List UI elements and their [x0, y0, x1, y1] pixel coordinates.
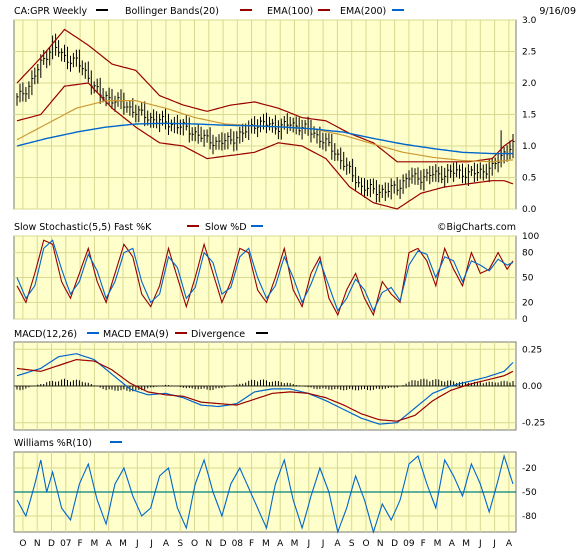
legend-williams-label: Williams %R(10) — [14, 438, 92, 449]
x-month-label: J — [492, 539, 496, 549]
x-month-label: D — [48, 539, 55, 549]
williams-ytick-label: -50 — [522, 488, 537, 498]
x-month-label: J — [306, 539, 310, 549]
price-ytick-label: 2.0 — [522, 79, 537, 89]
x-month-label: J — [478, 539, 482, 549]
x-month-label: S — [349, 539, 355, 549]
x-month-label: A — [506, 539, 513, 549]
x-month-label: A — [163, 539, 170, 549]
x-month-label: M — [434, 539, 442, 549]
legend-stoch-fast-swatch — [187, 225, 199, 227]
legend-macd-ema-swatch — [175, 332, 187, 334]
legend-stoch-fast-label: Slow Stochastic(5,5) Fast %K — [14, 222, 152, 233]
x-month-label: M — [119, 539, 127, 549]
stoch-slow-d-line — [16, 239, 514, 313]
legend-williams-swatch — [110, 441, 122, 443]
price-ytick-label: 1.5 — [522, 111, 536, 121]
williams-ytick-label: -80 — [522, 512, 537, 522]
x-month-label: A — [106, 539, 113, 549]
stochastic-ytick-label: 0 — [522, 315, 528, 325]
x-month-label: A — [449, 539, 456, 549]
axis-layer: O N D 07 F M A M J J A S O N D 08 F M A M J J A S O N D 09 F M A M J J A3.… — [19, 16, 545, 549]
macd-ytick-label: -0.25 — [522, 419, 545, 429]
stochastic-header: Slow Stochastic(5,5) Fast %K Slow %D ©Bi… — [14, 222, 516, 233]
price-ytick-label: 3.0 — [522, 16, 537, 26]
williams-line — [16, 454, 514, 534]
bollinger-lower-line — [16, 82, 514, 210]
x-month-label: O — [19, 539, 26, 549]
ema200-line — [16, 122, 513, 155]
x-month-label: 09 — [403, 539, 415, 549]
stochastic-ytick-label: 50 — [522, 274, 534, 284]
price-legend-swatch — [96, 9, 108, 11]
legend-divergence-label: Divergence — [191, 329, 245, 340]
legend-stoch-slow-swatch — [251, 225, 263, 227]
legend-macd-ema-label: MACD EMA(9) — [103, 329, 169, 340]
x-month-label: 07 — [60, 539, 71, 549]
watermark: ©BigCharts.com — [437, 222, 516, 233]
x-month-label: A — [277, 539, 284, 549]
price-header: CA:GPR Weekly Bollinger Bands(20) EMA(10… — [14, 6, 576, 17]
legend-ema200-label: EMA(200) — [340, 6, 386, 17]
price-ytick-label: 2.5 — [522, 48, 536, 58]
macd-ytick-label: 0.00 — [522, 382, 542, 392]
chart-date: 9/16/09 — [539, 6, 576, 17]
price-ytick-label: 1.0 — [522, 142, 537, 152]
x-month-label: F — [249, 539, 254, 549]
stochastic-ytick-label: 20 — [522, 298, 534, 308]
x-month-label: F — [78, 539, 83, 549]
legend-macd-label: MACD(12,26) — [14, 329, 77, 340]
x-month-label: J — [321, 539, 325, 549]
macd-ema-line — [16, 358, 514, 422]
legend-ema100-swatch — [318, 9, 330, 11]
macd-header: MACD(12,26) MACD EMA(9) Divergence — [14, 329, 268, 340]
x-month-label: J — [149, 539, 153, 549]
x-month-label: M — [91, 539, 99, 549]
legend-stoch-slow-label: Slow %D — [205, 222, 247, 233]
x-month-label: J — [135, 539, 139, 549]
legend-bollinger-label: Bollinger Bands(20) — [125, 6, 219, 17]
x-month-label: N — [377, 539, 384, 549]
price-ytick-label: 0.0 — [522, 205, 537, 215]
legend-ema200-swatch — [392, 9, 404, 11]
x-month-label: D — [220, 539, 227, 549]
williams-ytick-label: -20 — [522, 464, 537, 474]
x-month-label: F — [421, 539, 426, 549]
price-title: CA:GPR Weekly — [14, 6, 88, 17]
x-month-label: M — [462, 539, 470, 549]
legend-bollinger-swatch — [240, 9, 252, 11]
stochastic-ytick-label: 100 — [522, 232, 539, 242]
legend-divergence-swatch — [256, 332, 268, 334]
legend-ema100-label: EMA(100) — [267, 6, 313, 17]
williams-header: Williams %R(10) — [14, 438, 122, 449]
x-month-label: O — [191, 539, 198, 549]
bollinger-upper-line — [16, 28, 514, 163]
x-month-label: N — [34, 539, 41, 549]
x-month-label: S — [177, 539, 183, 549]
legend-macd-swatch — [87, 332, 99, 334]
stochastic-ytick-label: 80 — [522, 249, 534, 259]
marks-layer — [14, 28, 516, 534]
price-ytick-label: 0.5 — [522, 174, 536, 184]
x-month-label: D — [391, 539, 398, 549]
x-month-label: A — [334, 539, 341, 549]
x-month-label: M — [291, 539, 299, 549]
x-month-label: M — [262, 539, 270, 549]
macd-ytick-label: 0.25 — [522, 345, 542, 355]
x-month-label: 08 — [232, 539, 244, 549]
x-month-label: O — [362, 539, 369, 549]
x-month-label: N — [205, 539, 212, 549]
stoch-fast-k-line — [16, 239, 514, 317]
